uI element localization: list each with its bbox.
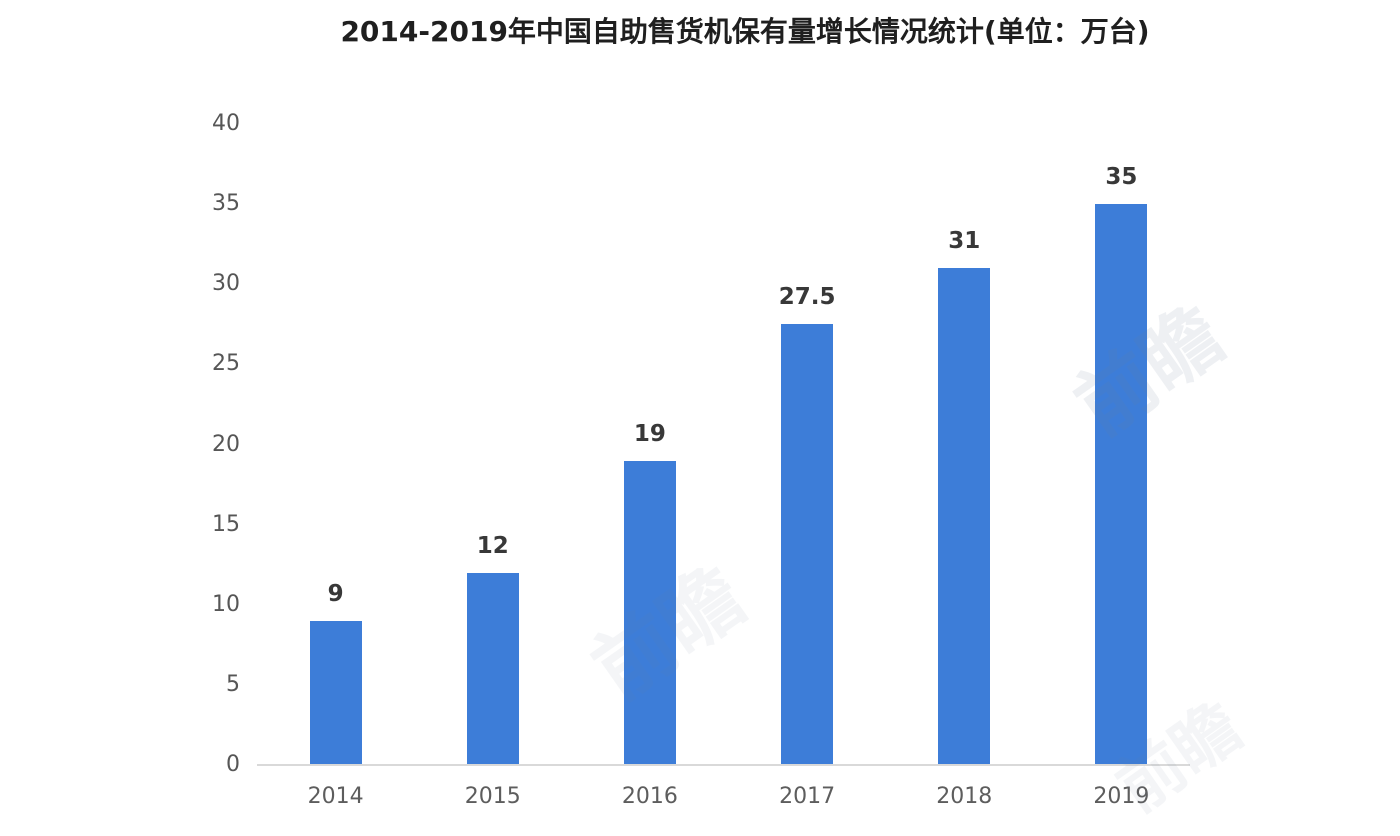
x-tick-label-2014: 2014: [307, 784, 364, 809]
y-tick-label: 10: [212, 591, 240, 617]
y-tick-label: 25: [212, 351, 240, 377]
y-tick-label: 30: [212, 271, 240, 297]
value-label-2014: 9: [327, 580, 344, 607]
value-label-2015: 12: [476, 532, 509, 559]
x-tick-label-2017: 2017: [779, 784, 836, 809]
x-tick-label-2018: 2018: [936, 784, 993, 809]
y-tick-label: 15: [212, 511, 240, 537]
x-axis-line: [257, 764, 1190, 766]
bar-2016: [623, 460, 676, 765]
value-label-2017: 27.5: [778, 284, 836, 311]
y-tick-label: 0: [226, 752, 240, 777]
x-tick-label-2019: 2019: [1093, 784, 1150, 809]
x-tick-label-2016: 2016: [621, 784, 678, 809]
value-label-2019: 35: [1105, 164, 1138, 191]
value-label-2016: 19: [633, 420, 666, 447]
y-tick-label: 5: [226, 671, 240, 697]
bar-2018: [938, 268, 991, 765]
value-label-2018: 31: [948, 228, 981, 255]
y-tick-label: 35: [212, 191, 240, 217]
x-tick-label-2015: 2015: [464, 784, 521, 809]
y-tick-label: 20: [212, 431, 240, 457]
y-tick-label: 40: [212, 111, 240, 136]
bar-2017: [781, 324, 834, 765]
bar-2014: [309, 620, 362, 765]
bar-2015: [466, 572, 519, 765]
bar-2019: [1095, 204, 1148, 765]
chart-title: 2014-2019年中国自助售货机保有量增长情况统计(单位：万台): [340, 15, 1150, 48]
